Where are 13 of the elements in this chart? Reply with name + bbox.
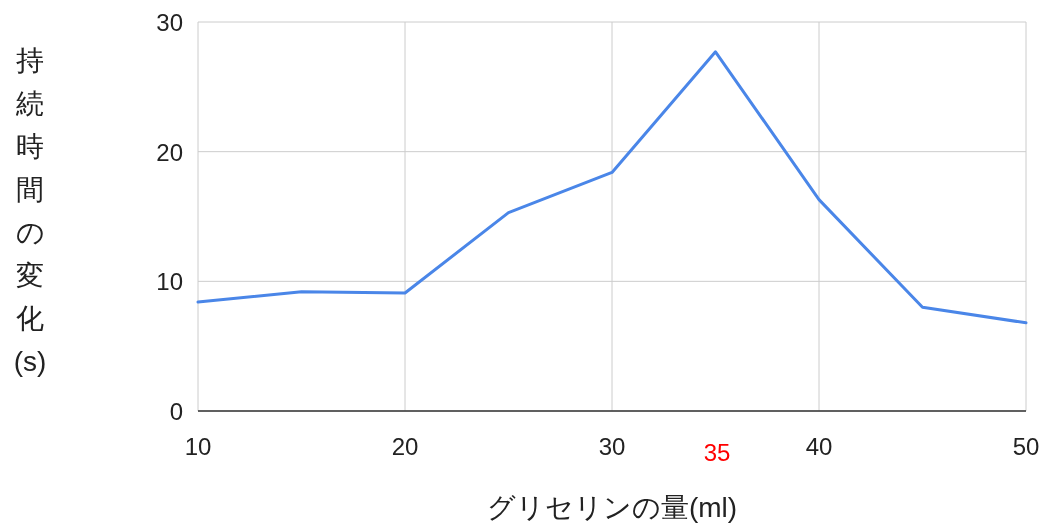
y-tick-label: 10 (156, 268, 183, 296)
y-tick-label: 30 (156, 9, 183, 36)
line-series (196, 50, 1028, 325)
x-tick-label: 30 (598, 433, 626, 460)
y-tick-label: 20 (156, 138, 183, 166)
x-axis-title: グリセリンの量(ml) (486, 492, 738, 523)
x-tick-label: 10 (184, 433, 212, 460)
x-tick-label: 40 (805, 433, 833, 460)
x-tick-label: 20 (391, 433, 419, 460)
y-axis-title: 持続時間の変化(s) (13, 45, 47, 377)
x-tick-label: 50 (1012, 433, 1040, 460)
text: 35 (703, 439, 731, 466)
y-tick-label: 0 (169, 398, 183, 425)
